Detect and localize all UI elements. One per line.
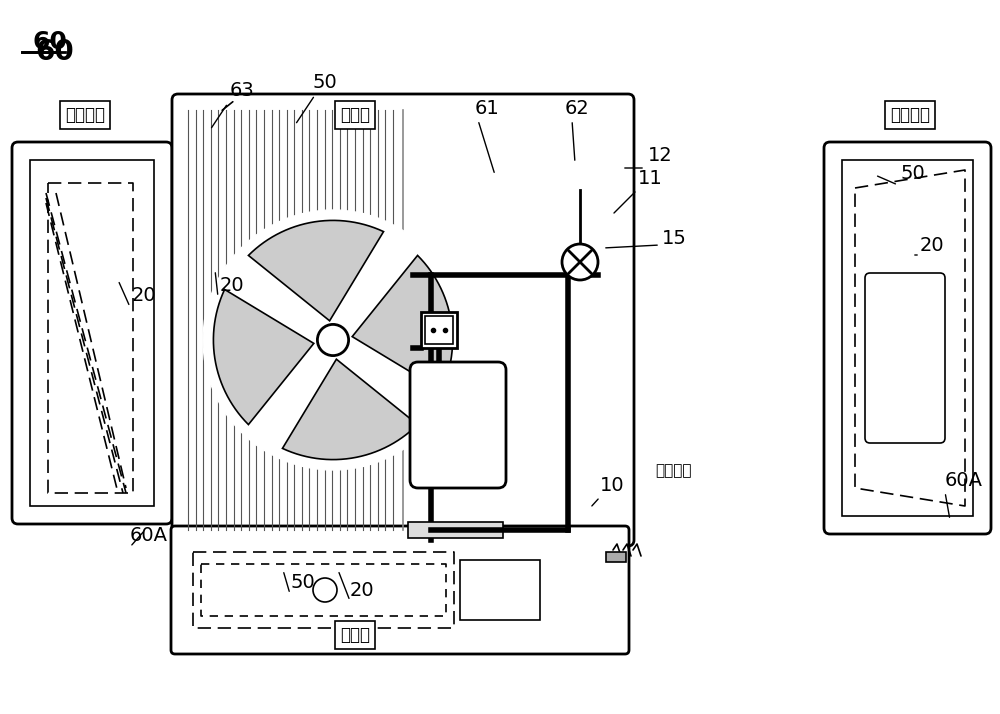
Text: 仰视图: 仰视图 (340, 626, 370, 644)
FancyBboxPatch shape (410, 362, 506, 488)
Bar (30, 160, 154, 506)
Text: 60: 60 (32, 30, 67, 54)
Text: 后视图: 后视图 (340, 106, 370, 124)
FancyBboxPatch shape (172, 94, 634, 546)
Text: 62: 62 (565, 99, 590, 118)
Text: 20: 20 (132, 286, 157, 305)
Text: 20: 20 (920, 236, 945, 255)
Bar (421, 312, 457, 348)
Bar (425, 316, 453, 344)
Polygon shape (213, 289, 314, 425)
FancyBboxPatch shape (824, 142, 991, 534)
Circle shape (562, 244, 598, 280)
Bar (842, 160, 973, 516)
Text: 50: 50 (290, 573, 315, 592)
Text: 60A: 60A (130, 526, 168, 545)
Bar (460, 560, 540, 620)
Text: 右侧视图: 右侧视图 (890, 106, 930, 124)
FancyBboxPatch shape (171, 526, 629, 654)
Polygon shape (352, 256, 453, 391)
Circle shape (317, 324, 349, 356)
Text: 11: 11 (638, 169, 663, 188)
Bar (606, 552, 626, 562)
Bar (408, 522, 503, 538)
Text: 20: 20 (220, 276, 245, 295)
Polygon shape (248, 221, 384, 321)
Circle shape (203, 210, 463, 470)
Text: 60A: 60A (945, 471, 983, 490)
Polygon shape (282, 359, 418, 460)
Text: 10: 10 (600, 476, 625, 495)
Text: 左侧视图: 左侧视图 (65, 106, 105, 124)
Text: 60: 60 (35, 38, 74, 66)
Text: 20: 20 (350, 581, 375, 600)
Text: 50: 50 (900, 164, 925, 183)
Text: 15: 15 (662, 229, 687, 248)
FancyBboxPatch shape (865, 273, 945, 443)
Text: 63: 63 (230, 81, 255, 100)
Text: 向室内机: 向室内机 (655, 463, 692, 478)
Text: 50: 50 (312, 73, 337, 92)
FancyBboxPatch shape (12, 142, 172, 524)
Text: 12: 12 (648, 146, 673, 165)
Text: 61: 61 (475, 99, 500, 118)
Circle shape (313, 578, 337, 602)
